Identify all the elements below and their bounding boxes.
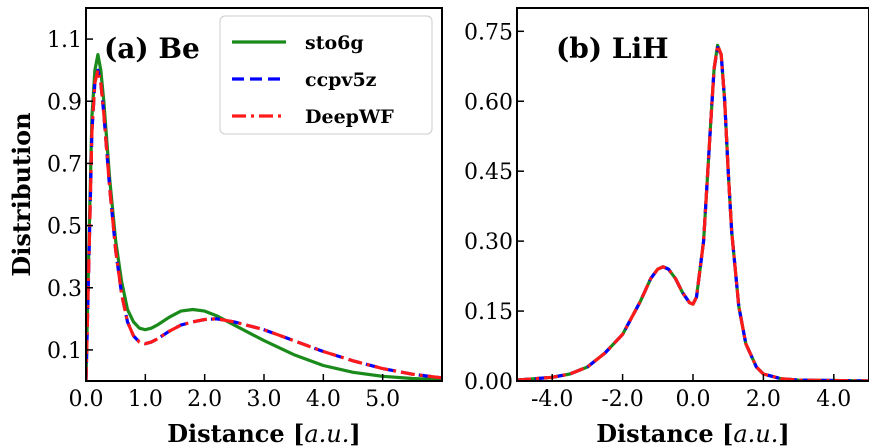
series-line-deepwf: [86, 68, 442, 381]
series-line-sto6g: [517, 43, 869, 381]
series-line-deepwf: [517, 43, 869, 381]
x-tick-label: 5.0: [365, 387, 400, 412]
x-tick-label: 1.0: [128, 387, 163, 412]
x-axis-label-bracket-open: [: [722, 419, 733, 447]
x-tick-label: 3.0: [247, 387, 282, 412]
y-tick-label: 0.9: [47, 90, 82, 115]
y-tick-label: 0.15: [464, 300, 513, 325]
x-tick-label: 2.0: [746, 387, 781, 412]
panel-a-be: 0.0 1.0 2.0 3.0 4.0 5.0 0.1 0.3 0.5 0.7 0.9 1.1 Dist…: [7, 7, 443, 447]
panel-b-lih: -4.0 -2.0 0.0 2.0 4.0 0.00 0.15 0.30 0.45 0.60 0.7…: [464, 7, 869, 447]
panel-title: (a) Be: [104, 32, 200, 65]
legend-label-sto6g: sto6g: [305, 32, 364, 54]
x-tick-label: 0.0: [69, 387, 104, 412]
x-axis-label-unit: a.u.: [304, 420, 349, 447]
x-tick-label: -4.0: [531, 387, 573, 412]
series-line-ccpv5z: [517, 46, 869, 381]
legend: sto6g ccpv5z DeepWF: [219, 15, 433, 135]
y-tick-label: 0.30: [464, 230, 513, 255]
x-tick-label: 0.0: [676, 387, 711, 412]
series-line-sto6g: [86, 53, 442, 381]
x-tick-label: -2.0: [601, 387, 643, 412]
x-tick-label: 4.0: [306, 387, 341, 412]
x-tick-label: 4.0: [816, 387, 851, 412]
x-axis-label-bracket-close: ]: [349, 419, 360, 447]
y-tick-label: 0.7: [47, 152, 82, 177]
x-tick-label: 2.0: [187, 387, 222, 412]
y-axis-label: Distribution: [7, 112, 36, 276]
y-tick-label: 0.45: [464, 160, 513, 185]
x-axis-label-name: Distance: [167, 419, 293, 447]
x-axis-label-bracket-close: ]: [778, 419, 789, 447]
x-axis-label: Distance [a.u.]: [167, 419, 361, 447]
x-axis-label: Distance [a.u.]: [596, 419, 790, 447]
y-tick-label: 0.5: [47, 215, 82, 240]
x-axis-label-bracket-open: [: [293, 419, 304, 447]
legend-label-deepwf: DeepWF: [305, 106, 394, 128]
y-tick-label: 0.1: [47, 339, 82, 364]
legend-box: [219, 15, 433, 135]
y-tick-label: 0.3: [47, 277, 82, 302]
x-axis-label-name: Distance: [596, 419, 722, 447]
panel-title: (b) LiH: [556, 32, 669, 65]
y-tick-label: 1.1: [47, 28, 82, 53]
y-tick-label: 0.75: [464, 20, 513, 45]
x-axis-label-unit: a.u.: [733, 420, 778, 447]
legend-label-ccpv5z: ccpv5z: [305, 69, 377, 91]
y-tick-label: 0.60: [464, 90, 513, 115]
y-tick-label: 0.00: [464, 370, 513, 395]
